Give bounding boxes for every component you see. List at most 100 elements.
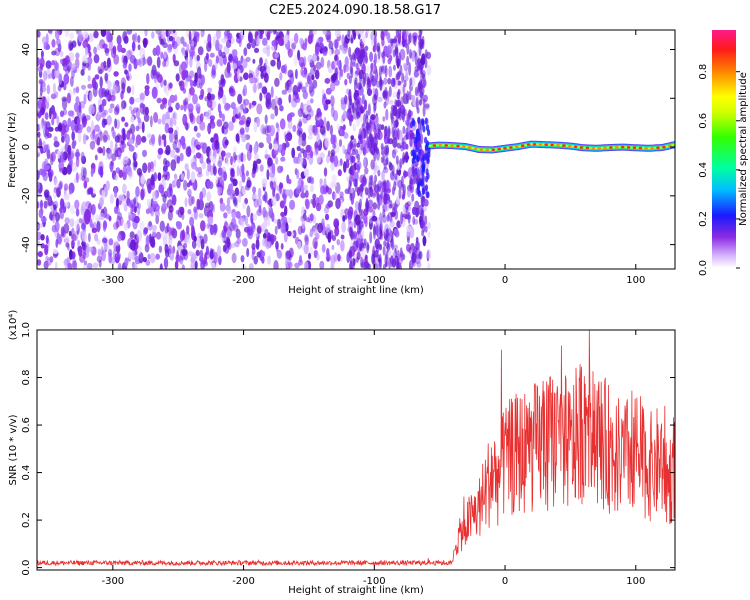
- spectrogram-noise-cell: [280, 156, 286, 162]
- spectrogram-noise-cell: [307, 34, 313, 45]
- spectrogram-noise-cell: [249, 144, 253, 154]
- spectrogram-noise-cell: [329, 156, 335, 163]
- spectrogram-noise-cell: [107, 80, 112, 90]
- spectrogram-noise-cell: [174, 260, 179, 269]
- spectrogram-noise-cell: [257, 64, 263, 71]
- spectrogram-noise-cell: [241, 133, 247, 143]
- spectrogram-noise-cell: [402, 75, 409, 82]
- spectrogram-noise-cell: [218, 176, 223, 187]
- signal-peak-dot: [432, 144, 437, 147]
- spectrogram-noise-cell: [206, 191, 212, 202]
- spectrogram-noise-cell: [407, 167, 413, 179]
- spectrogram-noise-cell: [150, 134, 156, 145]
- spectrogram-noise-cell: [108, 238, 114, 246]
- signal-peak-dot: [609, 146, 613, 149]
- spectrogram-noise-cell: [50, 151, 56, 162]
- spectrogram-noise-cell: [343, 64, 347, 74]
- spectrogram-noise-cell: [330, 262, 335, 269]
- spectrogram-noise-cell: [394, 35, 397, 44]
- spectrogram-noise-cell: [230, 88, 236, 97]
- spectrogram-noise-cell: [93, 46, 97, 55]
- spectrogram-noise-cell: [414, 161, 419, 167]
- spectrogram-noise-cell: [348, 226, 352, 237]
- spectrogram-noise-cell: [195, 236, 201, 247]
- spectrogram-noise-cell: [128, 145, 135, 152]
- spectrogram-noise-cell: [109, 140, 114, 152]
- snr-panel: -300 -200 -100 0 100 0.0 0.2 0.4 0.6 0.8 1.0 Heig…: [8, 310, 676, 596]
- spectrogram-noise-cell: [44, 112, 49, 120]
- spectrogram-noise-cell: [349, 139, 354, 149]
- spectrogram-noise-cell: [348, 180, 352, 190]
- spectrogram-noise-cell: [91, 204, 96, 216]
- signal-peak-dot: [515, 145, 519, 148]
- spectrogram-noise-cell: [373, 151, 377, 162]
- signal-peak-dot: [467, 146, 472, 149]
- spectrogram-noise-cell: [123, 35, 129, 44]
- spectrogram-noise-cell: [216, 245, 222, 258]
- spectrogram-noise-cell: [72, 260, 78, 269]
- spectrogram-noise-cell: [199, 154, 204, 164]
- spectrogram-noise-cell: [128, 138, 134, 145]
- spectrogram-noise-cell: [122, 143, 127, 149]
- spectrogram-noise-cell: [348, 167, 352, 175]
- spectrogram-noise-cell: [61, 123, 66, 136]
- spectrogram-noise-cell: [79, 254, 86, 263]
- snr-frame: [36, 329, 676, 571]
- spectrogram-noise-cell: [378, 253, 382, 267]
- spectrogram-noise-cell: [373, 93, 377, 101]
- spectrogram-noise-cell: [267, 203, 272, 212]
- spectrogram-noise-cell: [37, 112, 42, 118]
- spectrogram-noise-cell: [406, 225, 412, 233]
- spectrogram-noise-cell: [37, 57, 41, 67]
- spectrogram-noise-cell: [264, 114, 268, 125]
- spectrogram-noise-cell: [352, 123, 356, 132]
- spectrogram-noise-cell: [342, 144, 346, 155]
- spectrogram-noise-cell: [175, 73, 180, 82]
- signal-peak-dot: [668, 144, 672, 148]
- spectrogram-noise-cell: [330, 106, 335, 118]
- spectrogram-noise-cell: [43, 189, 50, 198]
- spectrogram-noise-cell: [262, 206, 267, 218]
- spectrogram-noise-cell: [103, 65, 109, 71]
- spectrogram-noise-cell: [273, 143, 279, 151]
- spectrogram-noise-cell: [402, 151, 406, 164]
- colorbar: 0.0 0.2 0.4 0.6 0.8 Normalized spectral ampl…: [698, 30, 749, 276]
- spectrogram-noise-cell: [99, 131, 103, 142]
- spectrogram-noise-cell: [69, 32, 74, 40]
- spectrogram-noise-cell: [319, 125, 326, 135]
- spectrogram-noise-cell: [64, 217, 70, 225]
- spectrogram-noise-cell: [383, 101, 387, 109]
- spectrogram-noise-cell: [132, 159, 137, 171]
- spectrogram-noise-cell: [126, 190, 130, 200]
- spectrogram-noise-cell: [200, 220, 206, 232]
- spectrogram-noise-cell: [411, 50, 415, 63]
- spectrogram-noise-cell: [418, 42, 422, 57]
- spectrogram-noise-cell: [355, 62, 359, 70]
- spectrogram-noise-cell: [243, 72, 249, 80]
- spectrogram-noise-cell: [63, 73, 70, 85]
- snr-y-tick-label: 0.8: [21, 370, 32, 386]
- signal-peak-dot: [438, 143, 443, 147]
- spectrogram-noise-cell: [300, 192, 306, 199]
- spectrogram-noise-cell: [364, 50, 368, 58]
- spectrogram-noise-cell: [405, 127, 409, 140]
- spectrogram-noise-cell: [168, 35, 174, 42]
- spectrogram-noise-cell: [142, 162, 148, 174]
- spectrogram-noise-cell: [104, 72, 108, 82]
- spectrogram-noise-cell: [71, 63, 76, 71]
- spectrogram-noise-cell: [167, 98, 172, 108]
- spectrogram-noise-cell: [45, 143, 50, 156]
- spectrogram-noise-cell: [182, 41, 187, 47]
- spectrogram-noise-cell: [395, 73, 399, 81]
- spectrogram-noise-cell: [182, 113, 188, 126]
- spectrogram-noise-cell: [324, 137, 330, 149]
- spectrogram-noise-cell: [379, 212, 383, 223]
- spectrogram-noise-cell: [161, 113, 166, 125]
- spectrogram-noise-cell: [75, 219, 80, 231]
- spectrogram-noise-cell: [196, 76, 201, 89]
- spectrogram-noise-cell: [300, 62, 306, 70]
- colorbar-tick-label: 0.2: [698, 211, 709, 227]
- spectrogram-noise-cell: [189, 86, 195, 96]
- spectrogram-noise-cell: [353, 217, 357, 229]
- spectrogram-noise-cell: [183, 179, 188, 191]
